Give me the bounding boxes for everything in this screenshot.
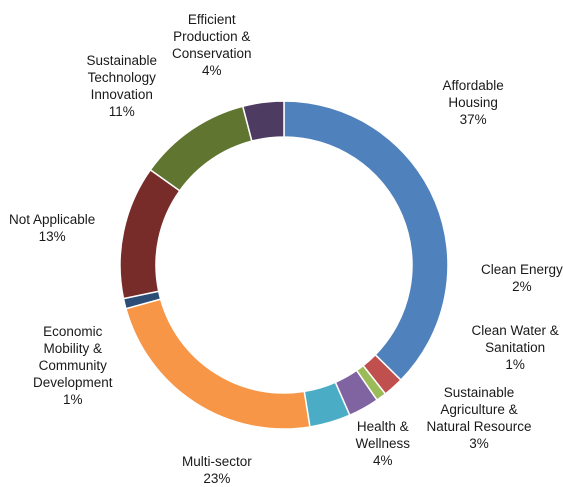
slice-name-label: Economic xyxy=(43,323,103,339)
slice-value-label: 4% xyxy=(202,63,222,78)
slice-value-label: 11% xyxy=(108,104,135,119)
slice-efficient-production xyxy=(241,100,285,143)
slice-value-label: 4% xyxy=(373,452,393,468)
slice-sustainable-technology xyxy=(149,105,253,192)
slice-name-label: Mobility & xyxy=(43,340,103,356)
slice-value-label: 23% xyxy=(203,471,231,486)
slice-name-label: Innovation xyxy=(90,87,153,102)
slice-name-label: Affordable xyxy=(442,77,504,93)
slice-multi-sector xyxy=(125,298,311,430)
slice-name-label: Sustainable xyxy=(86,53,158,68)
slice-name-label: Health & xyxy=(356,418,409,434)
label-economic-mobility: Economic Mobility & Community Development 1% xyxy=(33,323,113,408)
label-sustainable-technology: Sustainable Technology Innovation 11% xyxy=(87,52,158,120)
slice-value-label: 2% xyxy=(512,279,532,294)
slice-name-label: Sustainable xyxy=(443,385,515,400)
slice-name-label: Wellness xyxy=(355,435,411,451)
label-affordable-housing: Affordable Housing 37% xyxy=(443,77,504,128)
slice-name-label: Agriculture & xyxy=(440,402,518,417)
slice-name-label: Efficient xyxy=(187,12,236,27)
slice-name-label: Clean Water & xyxy=(471,322,559,338)
slice-name-label: Community xyxy=(38,357,107,373)
slice-name-label: Production & xyxy=(173,29,251,44)
label-health-wellness: Health & Wellness 4% xyxy=(356,418,411,469)
slice-name-label: Conservation xyxy=(172,46,252,61)
label-clean-energy: Clean Energy 2% xyxy=(481,261,563,295)
slice-value-label: 1% xyxy=(505,356,525,372)
label-clean-water: Clean Water & Sanitation 1% xyxy=(472,322,559,373)
label-efficient-production: Efficient Production & Conservation 4% xyxy=(172,11,252,79)
slice-name-label: Multi-sector xyxy=(182,454,252,469)
slice-value-label: 13% xyxy=(38,229,66,244)
slice-name-label: Clean Energy xyxy=(481,262,563,277)
label-sustainable-agriculture: Sustainable Agriculture & Natural Resource… xyxy=(427,384,532,452)
label-not-applicable: Not Applicable 13% xyxy=(9,211,95,245)
slice-name-label: Sanitation xyxy=(485,339,546,355)
slice-name-label: Technology xyxy=(87,70,156,85)
slice-name-label: Housing xyxy=(448,94,498,110)
slice-name-label: Development xyxy=(33,374,113,390)
slice-name-label: Not Applicable xyxy=(9,212,96,227)
slice-value-label: 3% xyxy=(469,436,489,451)
slice-value-label: 1% xyxy=(63,391,83,407)
slice-name-label: Natural Resource xyxy=(426,419,532,434)
label-multi-sector: Multi-sector 23% xyxy=(182,453,252,487)
slice-affordable-housing xyxy=(283,100,449,382)
slice-not-applicable xyxy=(119,168,181,300)
slice-value-label: 37% xyxy=(459,111,487,127)
